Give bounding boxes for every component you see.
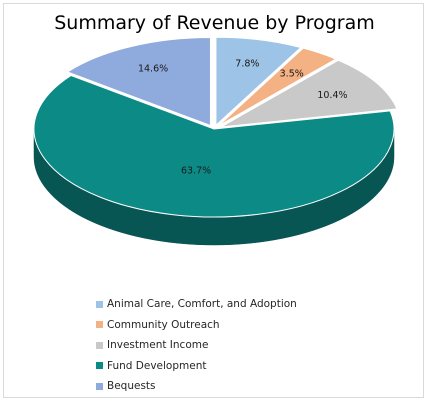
legend-label: Investment Income — [107, 339, 209, 352]
legend-item: Fund Development — [96, 356, 297, 377]
data-label: 7.8% — [235, 59, 259, 70]
pie-slice — [33, 74, 395, 218]
pie-chart: 7.8% 3.5% 10.4% 63.7% 14.6% — [33, 36, 398, 246]
legend-label: Animal Care, Comfort, and Adoption — [107, 298, 297, 311]
data-label: 3.5% — [280, 68, 304, 79]
chart-title: Summary of Revenue by Program — [54, 12, 375, 34]
legend-item: Bequests — [96, 376, 297, 397]
legend-swatch — [96, 321, 103, 329]
legend-item: Animal Care, Comfort, and Adoption — [96, 294, 297, 315]
chart-legend: Animal Care, Comfort, and Adoption Commun… — [96, 294, 297, 397]
legend-swatch — [96, 300, 103, 308]
legend-item: Community Outreach — [96, 315, 297, 336]
pie-slice — [218, 47, 337, 127]
data-label: 14.6% — [138, 64, 168, 75]
legend-label: Community Outreach — [107, 318, 220, 331]
legend-label: Bequests — [107, 380, 156, 393]
data-label: 63.7% — [181, 166, 211, 177]
legend-label: Fund Development — [107, 359, 207, 372]
legend-item: Investment Income — [96, 335, 297, 356]
pie-slice — [215, 36, 302, 127]
legend-swatch — [96, 382, 103, 390]
pie-slice — [66, 36, 211, 127]
legend-swatch — [96, 362, 103, 370]
data-label: 10.4% — [317, 90, 347, 101]
pie-slice — [220, 59, 398, 128]
legend-swatch — [96, 341, 103, 349]
chart-area: Summary of Revenue by Program 7.8% 3.5% 10… — [3, 3, 424, 398]
